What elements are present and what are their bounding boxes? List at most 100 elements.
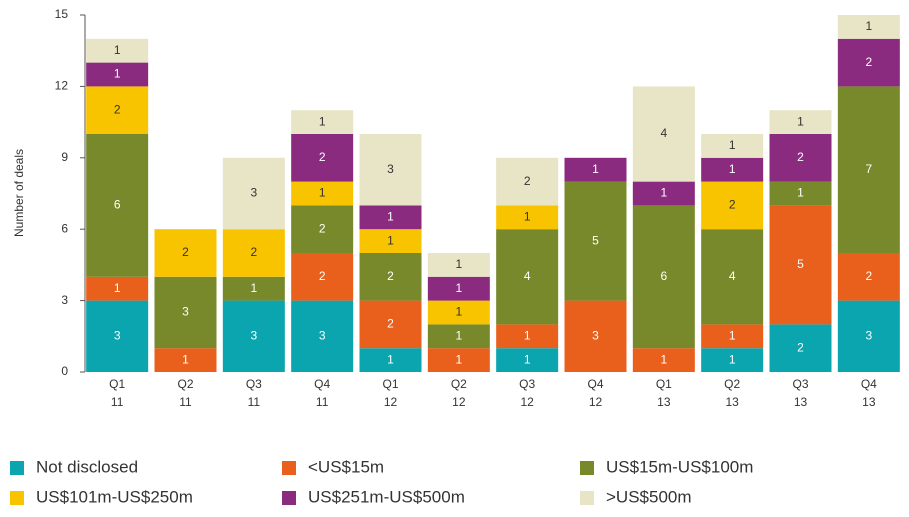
data-label: 3 — [865, 328, 872, 342]
bar-segment — [632, 348, 695, 372]
bar-segment — [769, 110, 832, 134]
data-label: 1 — [455, 352, 462, 366]
data-label: 1 — [114, 281, 121, 295]
data-label: 6 — [660, 269, 667, 283]
data-label: 6 — [114, 198, 121, 212]
y-tick-label: 15 — [55, 7, 69, 21]
bar-segment — [496, 348, 559, 372]
data-label: 2 — [387, 317, 394, 331]
bar-segment — [496, 229, 559, 325]
legend-label: US$101m-US$250m — [36, 487, 193, 506]
bar-segment — [632, 86, 695, 182]
data-label: 2 — [524, 174, 531, 188]
legend-swatch — [10, 491, 24, 505]
y-tick-label: 6 — [61, 221, 68, 235]
bar-segment — [86, 276, 149, 301]
bar-segment — [496, 157, 559, 206]
x-tick-label: Q3 13 — [792, 377, 808, 409]
bar-segment — [222, 300, 285, 372]
bar-segment — [359, 134, 422, 206]
bar-segment — [564, 181, 627, 301]
x-tick-label: Q3 12 — [519, 377, 535, 409]
bar-segment — [769, 205, 832, 325]
data-label: 1 — [729, 328, 736, 342]
y-tick-label: 3 — [61, 293, 68, 307]
data-label: 1 — [387, 233, 394, 247]
bar-segment — [427, 276, 490, 301]
bar-segment — [632, 205, 695, 349]
bar-segment — [427, 324, 490, 349]
x-tick-label: Q4 12 — [587, 377, 603, 409]
legend-label: <US$15m — [308, 457, 384, 476]
bar-segment — [291, 300, 354, 372]
x-tick-label: Q2 13 — [724, 377, 740, 409]
data-label: 4 — [524, 269, 531, 283]
bar-segment — [222, 157, 285, 230]
x-tick-label: Q3 11 — [246, 377, 262, 409]
bar-segment — [427, 348, 490, 372]
bar-segment — [154, 276, 217, 349]
bar-segment — [291, 110, 354, 134]
bar-segment — [701, 157, 764, 182]
data-label: 1 — [729, 138, 736, 152]
bar-segment — [837, 253, 900, 301]
bar-segment — [701, 229, 764, 325]
legend-swatch — [282, 491, 296, 505]
data-label: 2 — [865, 269, 872, 283]
bar-segment — [701, 348, 764, 372]
data-label: 5 — [797, 257, 804, 271]
data-label: 1 — [319, 114, 326, 128]
bar-segment — [291, 253, 354, 301]
data-label: 2 — [182, 245, 189, 259]
data-label: 1 — [319, 186, 326, 200]
bar-segment — [427, 253, 490, 277]
data-label: 1 — [524, 209, 531, 223]
bar-segment — [769, 134, 832, 182]
bar-segment — [632, 181, 695, 206]
bar-segment — [427, 300, 490, 325]
data-label: 1 — [250, 281, 257, 295]
bar-segment — [291, 205, 354, 253]
data-label: 1 — [729, 352, 736, 366]
data-label: 2 — [729, 198, 736, 212]
data-label: 2 — [319, 150, 326, 164]
data-label: 2 — [114, 102, 121, 116]
bar-segment — [154, 348, 217, 372]
data-label: 3 — [319, 328, 326, 342]
data-label: 2 — [797, 340, 804, 354]
data-label: 1 — [114, 43, 121, 57]
data-label: 1 — [797, 114, 804, 128]
bar-segment — [769, 324, 832, 372]
legend-label: >US$500m — [606, 487, 692, 506]
bar-segment — [222, 276, 285, 301]
bar-segment — [359, 253, 422, 301]
data-label: 1 — [660, 352, 667, 366]
data-label: 4 — [660, 126, 667, 140]
bar-segment — [701, 324, 764, 349]
y-axis-label: Number of deals — [12, 149, 26, 237]
data-label: 1 — [524, 352, 531, 366]
data-label: 3 — [250, 186, 257, 200]
data-label: 1 — [865, 19, 872, 33]
bar-segment — [86, 38, 149, 63]
bar-segment — [359, 300, 422, 349]
x-tick-label: Q1 12 — [382, 377, 398, 409]
data-label: 1 — [182, 352, 189, 366]
data-label: 1 — [455, 281, 462, 295]
legend-label: US$15m-US$100m — [606, 457, 753, 476]
data-label: 2 — [797, 150, 804, 164]
data-label: 1 — [660, 186, 667, 200]
legend-label: Not disclosed — [36, 457, 138, 476]
bar-segment — [222, 229, 285, 277]
y-tick-label: 0 — [61, 364, 68, 378]
bar-segment — [701, 134, 764, 158]
bar-segment — [701, 181, 764, 230]
legend-swatch — [282, 461, 296, 475]
bar-segment — [291, 134, 354, 182]
data-label: 1 — [729, 162, 736, 176]
bar-segment — [564, 300, 627, 372]
bar-segment — [837, 300, 900, 372]
bar-segment — [291, 181, 354, 206]
bar-segment — [359, 229, 422, 253]
